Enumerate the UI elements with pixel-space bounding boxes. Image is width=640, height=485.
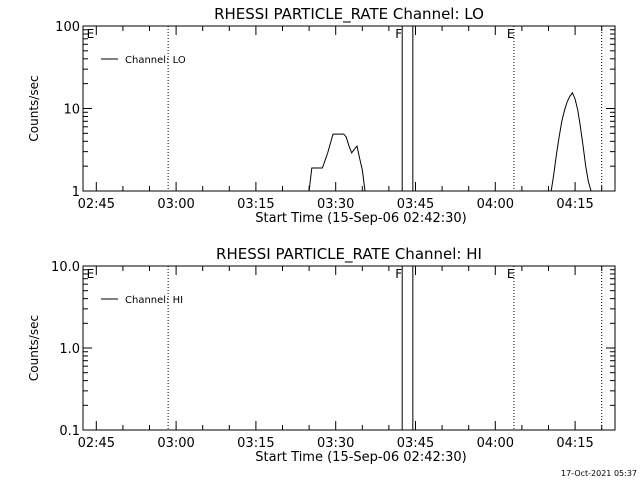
y-axis-label: Counts/sec: [27, 75, 41, 141]
x-tick-label: 03:30: [317, 436, 354, 451]
x-tick-label: 03:30: [317, 197, 354, 212]
marker-label-E: E: [87, 267, 95, 281]
y-tick-label: 0.1: [59, 424, 80, 439]
marker-label-E: E: [87, 27, 95, 41]
marker-label-E: E: [507, 27, 515, 41]
y-tick-label: 10: [63, 103, 80, 118]
marker-label-F: F: [395, 267, 402, 281]
legend-label: Channel: HI: [125, 295, 183, 306]
x-tick-label: 04:15: [556, 436, 593, 451]
x-tick-label: 03:45: [397, 436, 434, 451]
x-axis-label: Start Time (15-Sep-06 02:42:30): [255, 450, 466, 465]
y-tick-label: 10.0: [51, 260, 80, 275]
x-tick-label: 03:15: [237, 197, 274, 212]
legend-label: Channel: LO: [125, 55, 186, 66]
marker-label-E: E: [507, 267, 515, 281]
x-tick-label: 02:45: [78, 436, 115, 451]
marker-label-F: F: [395, 27, 402, 41]
x-tick-label: 02:45: [78, 197, 115, 212]
panel-2: RHESSI PARTICLE_RATE Channel: HI Counts/s…: [27, 245, 616, 465]
chart-title: RHESSI PARTICLE_RATE Channel: LO: [214, 5, 484, 24]
x-tick-label: 03:00: [157, 197, 194, 212]
chart-title: RHESSI PARTICLE_RATE Channel: HI: [216, 245, 482, 264]
series-line: [308, 133, 366, 192]
y-tick-label: 100: [55, 20, 80, 35]
generation-timestamp: 17-Oct-2021 05:37: [561, 469, 637, 478]
series-line: [550, 91, 592, 192]
x-tick-label: 04:15: [556, 197, 593, 212]
plot-frame: [82, 265, 616, 431]
x-tick-label: 03:15: [237, 436, 274, 451]
x-tick-label: 04:00: [477, 197, 514, 212]
panel-1: RHESSI PARTICLE_RATE Channel: LO Counts/s…: [27, 5, 616, 226]
x-axis-label: Start Time (15-Sep-06 02:42:30): [255, 211, 466, 226]
y-axis-label: Counts/sec: [27, 315, 41, 381]
y-tick-label: 1: [72, 185, 80, 200]
x-tick-label: 04:00: [477, 436, 514, 451]
x-tick-label: 03:00: [157, 436, 194, 451]
y-tick-label: 1.0: [59, 342, 80, 357]
x-tick-label: 03:45: [397, 197, 434, 212]
plot-frame: [82, 25, 616, 192]
